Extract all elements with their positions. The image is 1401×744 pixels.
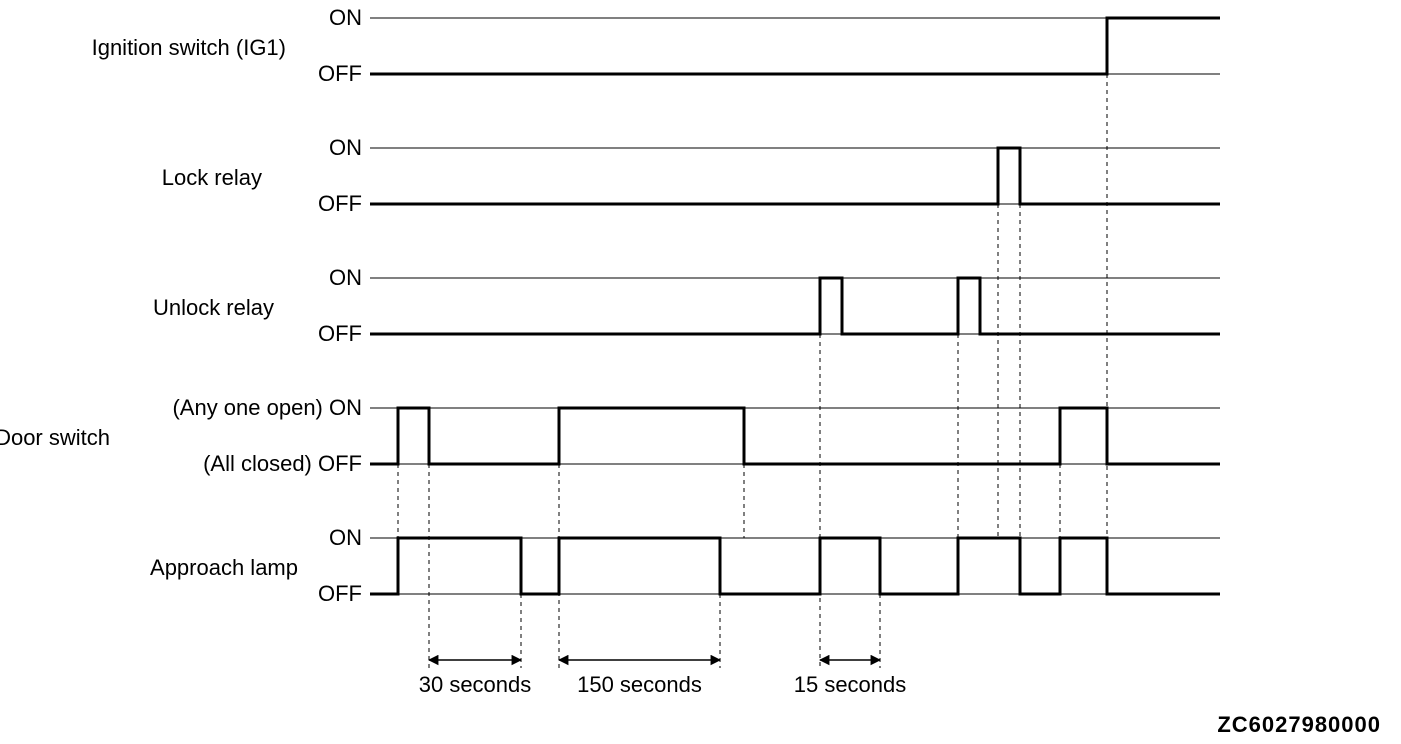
on-label: ON <box>329 5 362 30</box>
signal-name: Ignition switch (IG1) <box>92 35 286 60</box>
off-label: OFF <box>318 581 362 606</box>
duration-label: 150 seconds <box>577 672 702 697</box>
on-label: ON <box>329 265 362 290</box>
on-label: (Any one open) ON <box>172 395 362 420</box>
waveform <box>370 278 1220 334</box>
waveform <box>370 408 1220 464</box>
signal-name: Approach lamp <box>150 555 298 580</box>
signal-name: Unlock relay <box>153 295 274 320</box>
signal-name: Door switch <box>0 425 110 450</box>
waveform <box>370 18 1220 74</box>
signal-name: Lock relay <box>162 165 262 190</box>
off-label: (All closed) OFF <box>203 451 362 476</box>
off-label: OFF <box>318 321 362 346</box>
waveform <box>370 538 1220 594</box>
duration-label: 15 seconds <box>794 672 907 697</box>
timing-diagram: Ignition switch (IG1) ON OFF Lock relay ON OF… <box>0 0 1401 744</box>
on-label: ON <box>329 525 362 550</box>
on-label: ON <box>329 135 362 160</box>
off-label: OFF <box>318 191 362 216</box>
diagram-code: ZC6027980000 <box>1217 712 1381 737</box>
duration-label: 30 seconds <box>419 672 532 697</box>
waveform <box>370 148 1220 204</box>
off-label: OFF <box>318 61 362 86</box>
